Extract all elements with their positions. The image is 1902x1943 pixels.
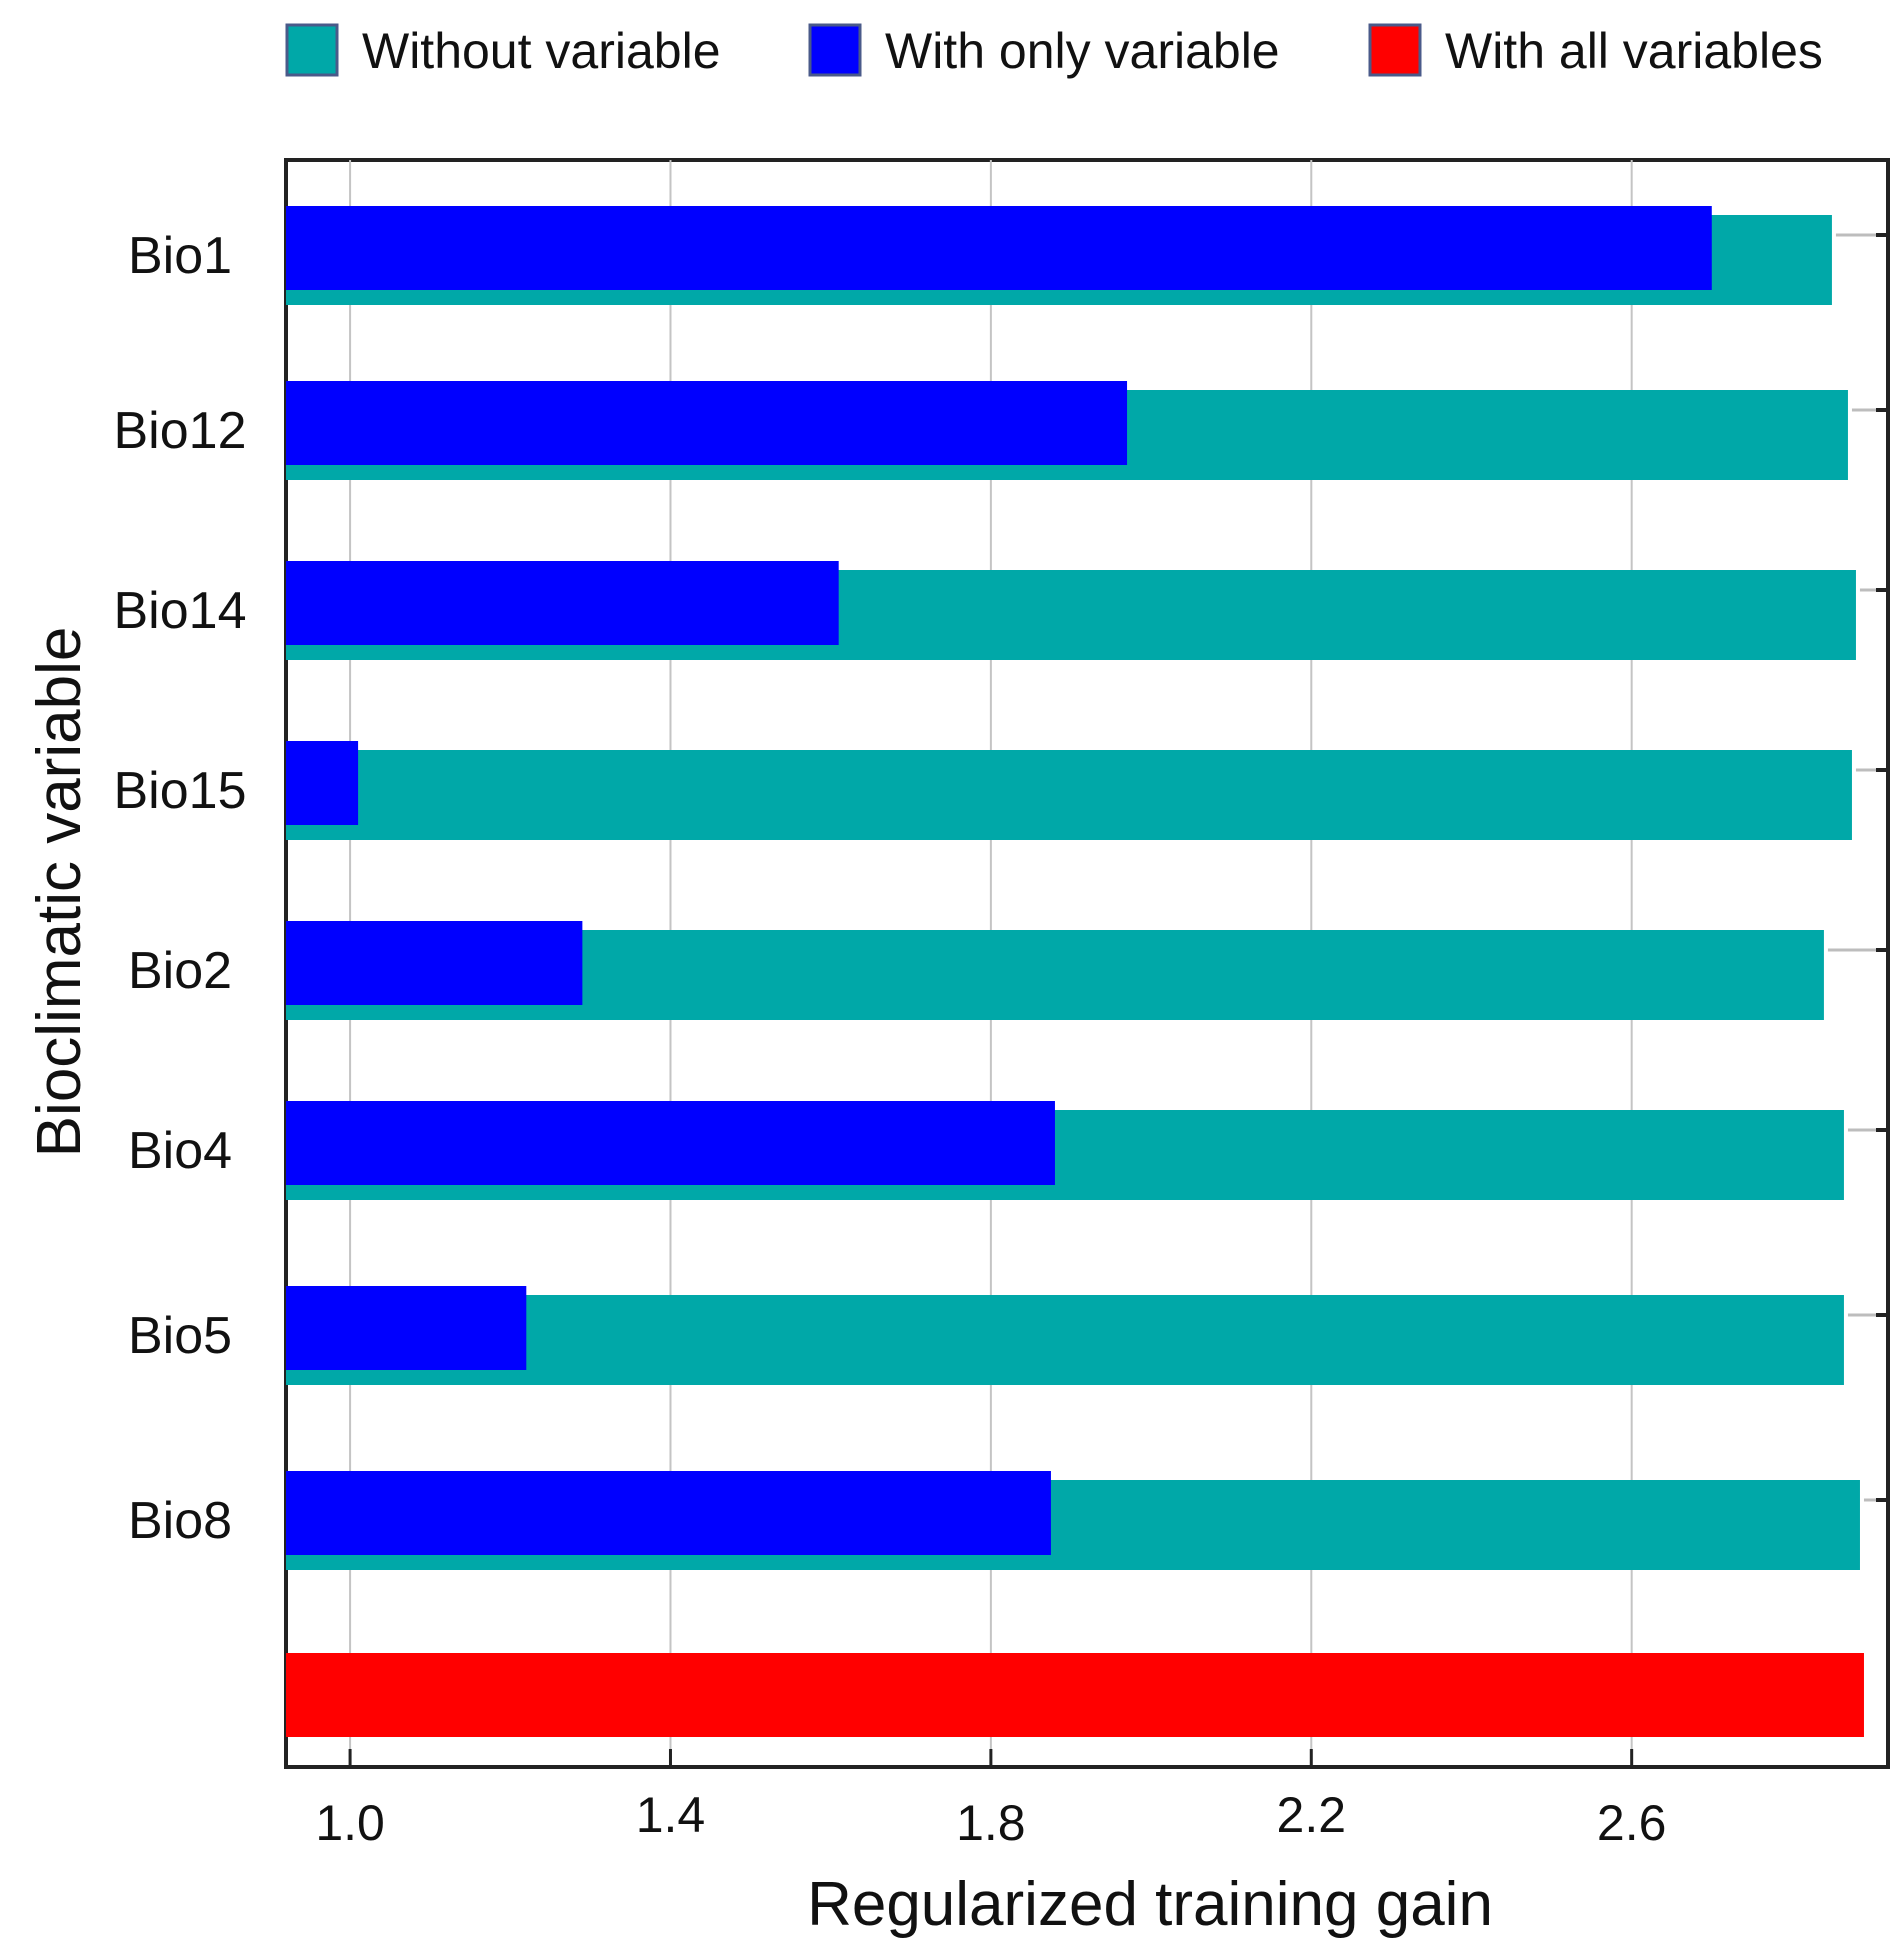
bar-with-all-variables [286,1653,1864,1737]
x-tick-label-1-4: 1.4 [636,1787,706,1843]
bar-with-only-variable-bio5 [286,1286,527,1370]
y-tick-label-bio12: Bio12 [114,402,247,460]
y-tick-label-bio2: Bio2 [128,942,232,1000]
y-tick-label-bio14: Bio14 [114,582,247,640]
y-tick-label-bio4: Bio4 [128,1122,232,1180]
legend-label-with-all-variables: With all variables [1445,23,1823,79]
bar-without-variable-bio5 [286,1295,1844,1385]
x-tick-label-2-2: 2.2 [1277,1787,1347,1843]
y-tick-label-bio15: Bio15 [114,762,247,820]
bar-with-only-variable-bio15 [286,741,359,825]
legend: Without variable With only variable With… [285,23,1823,79]
legend-label-without-variable: Without variable [362,23,721,79]
bar-without-variable-bio15 [286,750,1852,840]
bars [286,206,1864,1737]
y-axis-title: Bioclimatic variable [25,627,94,1158]
y-tick-label-bio8: Bio8 [128,1492,232,1550]
bar-with-only-variable-bio8 [286,1471,1051,1555]
y-tick-label-bio1: Bio1 [128,227,232,285]
bar-with-only-variable-bio14 [286,561,839,645]
bar-with-only-variable-bio12 [286,381,1128,465]
x-axis-title: Regularized training gain [807,1870,1493,1939]
y-axis: Bio1 Bio12 Bio14 Bio15 Bio2 Bio4 Bio5 Bio8 [114,227,247,1550]
bar-with-only-variable-bio4 [286,1101,1055,1185]
legend-swatch-with-only-variable [808,23,862,77]
x-axis: 1.0 1.4 1.8 2.2 2.6 [315,1749,1666,1851]
y-tick-label-bio5: Bio5 [128,1307,232,1365]
legend-swatch-with-all-variables [1368,23,1422,77]
legend-swatch-without-variable [285,23,339,77]
legend-label-with-only-variable: With only variable [885,23,1280,79]
x-tick-label-2-6: 2.6 [1597,1795,1667,1851]
x-tick-label-1-0: 1.0 [315,1795,385,1851]
x-tick-label-1-8: 1.8 [956,1795,1026,1851]
right-axis-ticks [1827,233,1888,1502]
bar-with-only-variable-bio1 [286,206,1712,290]
bar-with-only-variable-bio2 [286,921,583,1005]
